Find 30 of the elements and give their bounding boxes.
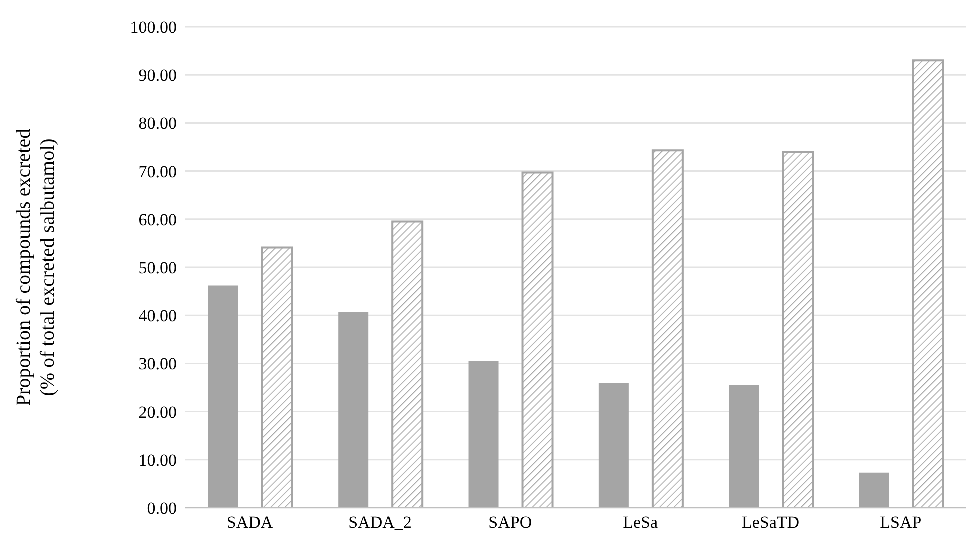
x-tick-label: SADA_2 (348, 513, 412, 532)
bar (912, 60, 944, 508)
x-tick-label: LSAP (880, 513, 922, 532)
bar (392, 220, 424, 508)
x-tick-label: LeSaTD (742, 513, 800, 532)
y-tick-label: 70.00 (138, 162, 177, 182)
x-tick-label: SAPO (488, 513, 532, 532)
bar (522, 172, 554, 508)
y-tick-label: 50.00 (138, 258, 177, 278)
y-tick-label: 20.00 (138, 402, 177, 422)
bar (652, 150, 684, 508)
bar (338, 312, 369, 508)
y-tick-label: 40.00 (138, 306, 177, 326)
bar (468, 361, 499, 508)
bar (782, 151, 814, 508)
x-tick-label: LeSa (623, 513, 658, 532)
bar (729, 385, 760, 508)
bar (598, 382, 629, 508)
bar (208, 286, 238, 508)
y-tick-label: 10.00 (138, 450, 177, 470)
y-tick-label: 100.00 (130, 18, 177, 38)
y-tick-label: 60.00 (138, 210, 177, 230)
y-tick-label: 0.00 (147, 499, 177, 518)
y-axis-title: Proportion of compounds excreted (% of total excreted salbutamol) (13, 128, 59, 406)
y-tick-label: 30.00 (138, 354, 177, 374)
bar (859, 472, 890, 508)
x-tick-label: SADA (226, 513, 274, 532)
bar (261, 246, 294, 508)
y-tick-label: 80.00 (138, 114, 177, 134)
y-tick-label: 90.00 (138, 66, 177, 86)
